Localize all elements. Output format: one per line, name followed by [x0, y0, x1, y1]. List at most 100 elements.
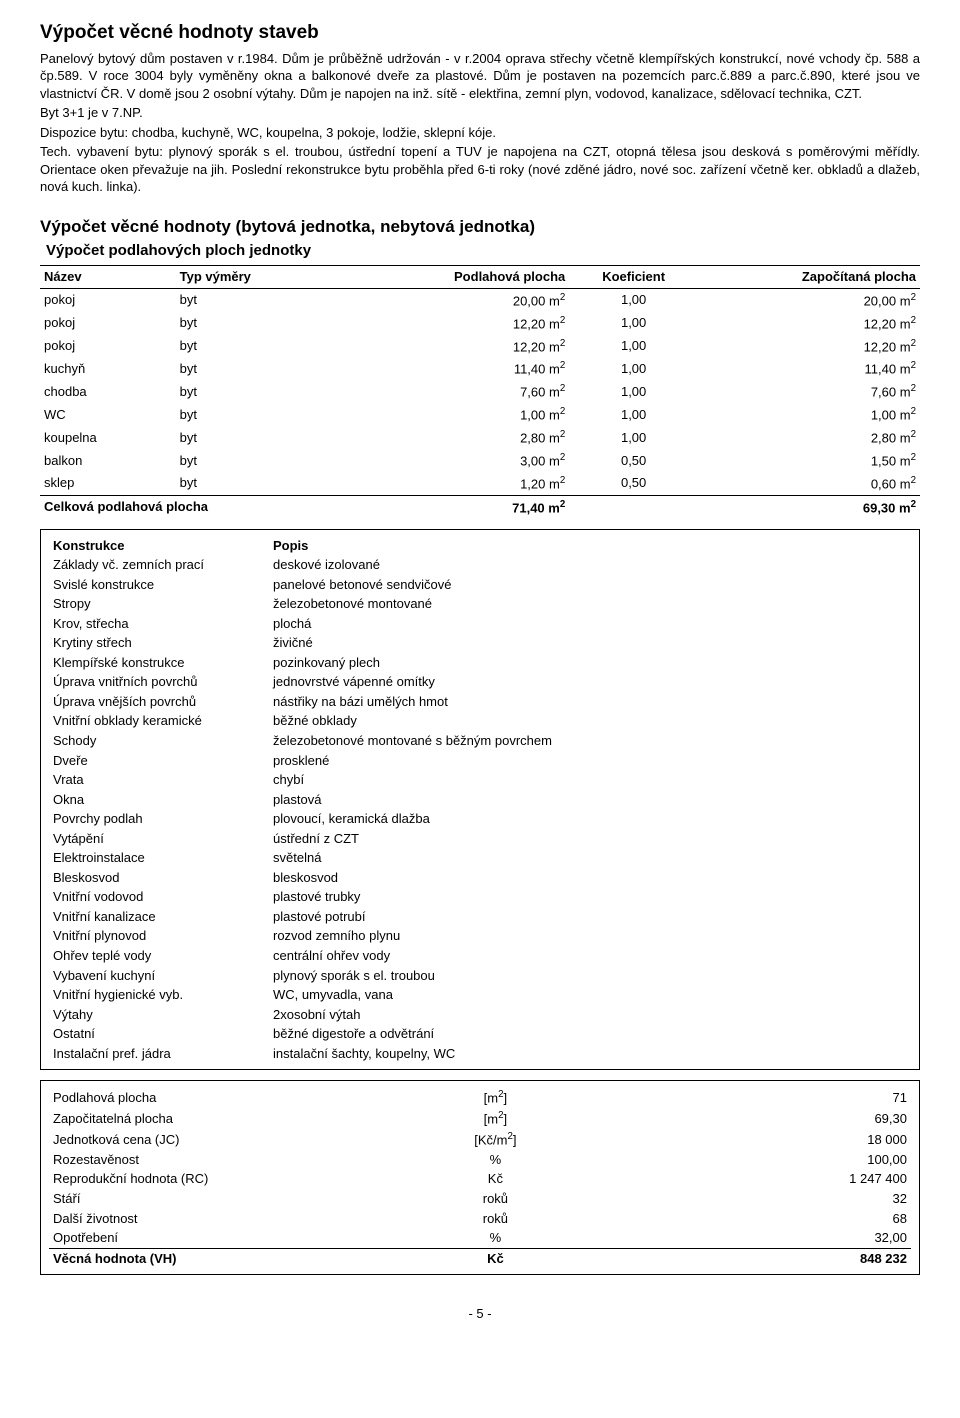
- table-row: WCbyt1,00 m21,001,00 m2: [40, 403, 920, 426]
- cell-value: běžné obklady: [269, 711, 911, 731]
- cell-value: pozinkovaný plech: [269, 653, 911, 673]
- cell-type: byt: [176, 335, 353, 358]
- table-row: pokojbyt12,20 m21,0012,20 m2: [40, 312, 920, 335]
- cell-key: Ohřev teplé vody: [49, 946, 269, 966]
- table-row: Oknaplastová: [49, 790, 911, 810]
- cell-key: Vrata: [49, 770, 269, 790]
- cell-key: Elektroinstalace: [49, 848, 269, 868]
- col-calc: Započítaná plocha: [698, 266, 920, 289]
- table-row: Základy vč. zemních pracídeskové izolova…: [49, 555, 911, 575]
- table-final-row: Věcná hodnota (VH)Kč848 232: [49, 1248, 911, 1268]
- cell-value: plastové potrubí: [269, 907, 911, 927]
- table-row: Vybavení kuchyníplynový sporák s el. tro…: [49, 966, 911, 986]
- cell-key: Stropy: [49, 594, 269, 614]
- table-row: Podlahová plocha[m2]71: [49, 1087, 911, 1108]
- cell-name: pokoj: [40, 312, 176, 335]
- cell-value: 18 000: [603, 1129, 911, 1150]
- cell-key: Jednotková cena (JC): [49, 1129, 388, 1150]
- cell-value: plastové trubky: [269, 887, 911, 907]
- cell-key: Ostatní: [49, 1024, 269, 1044]
- col-description: Popis: [269, 536, 911, 556]
- table-row: Instalační pref. jádrainstalační šachty,…: [49, 1044, 911, 1064]
- cell-value: deskové izolované: [269, 555, 911, 575]
- table-row: Jednotková cena (JC)[Kč/m2]18 000: [49, 1129, 911, 1150]
- cell-name: kuchyň: [40, 357, 176, 380]
- cell-key: Vnitřní obklady keramické: [49, 711, 269, 731]
- cell-value: železobetonové montované: [269, 594, 911, 614]
- cell-key: Bleskosvod: [49, 868, 269, 888]
- cell-coef: 1,00: [569, 403, 698, 426]
- cell-area: 11,40 m2: [353, 357, 570, 380]
- cell-key: Věcná hodnota (VH): [49, 1248, 388, 1268]
- cell-value: 2xosobní výtah: [269, 1005, 911, 1025]
- cell-key: Opotřebení: [49, 1228, 388, 1248]
- cell-coef: 1,00: [569, 335, 698, 358]
- description-paragraph-1: Panelový bytový dům postaven v r.1984. D…: [40, 50, 920, 103]
- table-row: Vnitřní vodovodplastové trubky: [49, 887, 911, 907]
- cell-calc: 12,20 m2: [698, 312, 920, 335]
- table-row: Stáříroků32: [49, 1189, 911, 1209]
- description-paragraph-4: Tech. vybavení bytu: plynový sporák s el…: [40, 143, 920, 196]
- cell-type: byt: [176, 449, 353, 472]
- table-row: pokojbyt20,00 m21,0020,00 m2: [40, 288, 920, 311]
- cell-coef: 1,00: [569, 380, 698, 403]
- cell-key: Výtahy: [49, 1005, 269, 1025]
- cell-unit: %: [388, 1228, 604, 1248]
- table-row: Svislé konstrukcepanelové betonové sendv…: [49, 575, 911, 595]
- description-paragraph-3: Dispozice bytu: chodba, kuchyně, WC, kou…: [40, 124, 920, 142]
- cell-value: plochá: [269, 614, 911, 634]
- table-row: Další životnostroků68: [49, 1209, 911, 1229]
- cell-calc: 20,00 m2: [698, 288, 920, 311]
- col-name: Název: [40, 266, 176, 289]
- cell-key: Vnitřní plynovod: [49, 926, 269, 946]
- cell-key: Krytiny střech: [49, 633, 269, 653]
- cell-calc: 7,60 m2: [698, 380, 920, 403]
- cell-coef: 1,00: [569, 312, 698, 335]
- cell-value: panelové betonové sendvičové: [269, 575, 911, 595]
- table-row: Opotřebení%32,00: [49, 1228, 911, 1248]
- table-row: Vytápěníústřední z CZT: [49, 829, 911, 849]
- cell-type: byt: [176, 380, 353, 403]
- cell-value: 32,00: [603, 1228, 911, 1248]
- table-row: kuchyňbyt11,40 m21,0011,40 m2: [40, 357, 920, 380]
- table-row: pokojbyt12,20 m21,0012,20 m2: [40, 335, 920, 358]
- cell-calc: 11,40 m2: [698, 357, 920, 380]
- cell-key: Úprava vnitřních povrchů: [49, 672, 269, 692]
- cell-key: Svislé konstrukce: [49, 575, 269, 595]
- table-row: Elektroinstalacesvětelná: [49, 848, 911, 868]
- cell-key: Dveře: [49, 751, 269, 771]
- table-row: Vnitřní obklady keramickéběžné obklady: [49, 711, 911, 731]
- cell-value: prosklené: [269, 751, 911, 771]
- table-row: Vnitřní plynovodrozvod zemního plynu: [49, 926, 911, 946]
- cell-value: plynový sporák s el. troubou: [269, 966, 911, 986]
- cell-coef: 1,00: [569, 288, 698, 311]
- cell-unit: [m2]: [388, 1087, 604, 1108]
- cell-value: centrální ohřev vody: [269, 946, 911, 966]
- description-paragraph-2: Byt 3+1 je v 7.NP.: [40, 104, 920, 122]
- cell-key: Povrchy podlah: [49, 809, 269, 829]
- cell-coef: 0,50: [569, 449, 698, 472]
- cell-value: instalační šachty, koupelny, WC: [269, 1044, 911, 1064]
- table-total-row: Celková podlahová plocha71,40 m269,30 m2: [40, 495, 920, 518]
- cell-key: Další životnost: [49, 1209, 388, 1229]
- col-construction: Konstrukce: [49, 536, 269, 556]
- table-row: Ohřev teplé vodycentrální ohřev vody: [49, 946, 911, 966]
- cell-calc: 2,80 m2: [698, 426, 920, 449]
- cell-value: bleskosvod: [269, 868, 911, 888]
- table-row: Výtahy2xosobní výtah: [49, 1005, 911, 1025]
- cell-value: 1 247 400: [603, 1169, 911, 1189]
- cell-key: Vnitřní vodovod: [49, 887, 269, 907]
- col-area: Podlahová plocha: [353, 266, 570, 289]
- cell-coef: 0,50: [569, 472, 698, 495]
- construction-table: Konstrukce Popis Základy vč. zemních pra…: [49, 536, 911, 1064]
- cell-calc: 1,50 m2: [698, 449, 920, 472]
- cell-area: 1,00 m2: [353, 403, 570, 426]
- cell-area: 20,00 m2: [353, 288, 570, 311]
- cell-area: 12,20 m2: [353, 312, 570, 335]
- cell-key: Stáří: [49, 1189, 388, 1209]
- cell-area: 7,60 m2: [353, 380, 570, 403]
- table-row: Vratachybí: [49, 770, 911, 790]
- cell-unit: roků: [388, 1209, 604, 1229]
- cell-key: Krov, střecha: [49, 614, 269, 634]
- cell-value: rozvod zemního plynu: [269, 926, 911, 946]
